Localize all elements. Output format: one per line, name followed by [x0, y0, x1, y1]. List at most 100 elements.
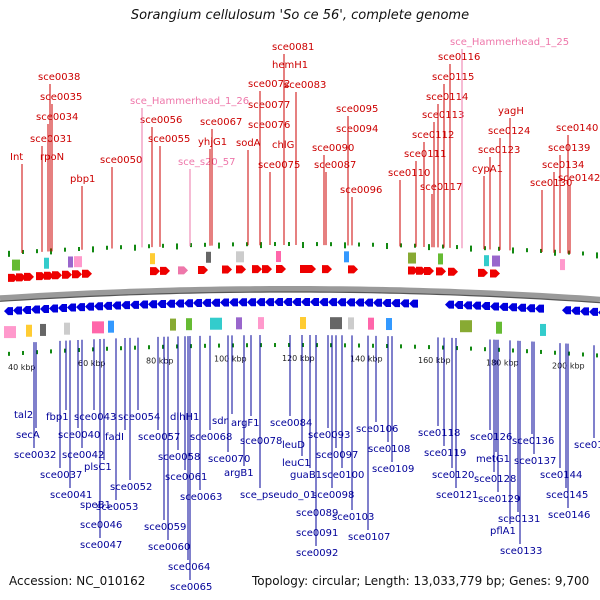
bottom-gene-label: sce0128 — [474, 474, 516, 485]
tick-mark — [92, 347, 94, 352]
tick-mark — [64, 348, 66, 353]
tick-mark — [596, 353, 598, 358]
forward-gene-arrow — [222, 265, 232, 274]
reverse-gene-arrow — [184, 299, 193, 308]
reverse-gene-arrow — [166, 299, 175, 308]
top-gene-label: yagH — [498, 106, 524, 117]
bottom-gene-label: plsC1 — [84, 462, 112, 473]
bottom-gene-label: sce0109 — [372, 464, 414, 475]
top-gene-label: sce0115 — [432, 72, 474, 83]
tick-mark — [344, 343, 346, 348]
top-gene-label: pbp1 — [70, 174, 95, 185]
bottom-gene-label: sce0118 — [418, 428, 460, 439]
reverse-gene-arrow — [40, 304, 49, 313]
top-gene-label: sce0067 — [200, 117, 242, 128]
top-gene-label: sce0142 — [558, 173, 600, 184]
reverse-gene-arrow — [229, 298, 238, 307]
tick-mark — [470, 346, 472, 351]
top-gene-label: sce0076 — [248, 120, 290, 131]
feature-block — [560, 259, 565, 271]
tick-mark — [484, 347, 486, 352]
reverse-gene-arrow — [211, 298, 220, 307]
bottom-gene-label: sce0041 — [50, 490, 92, 501]
bottom-gene-label: sce0146 — [548, 510, 590, 521]
tick-mark — [288, 242, 290, 247]
tick-mark — [106, 245, 108, 250]
bottom-gene-label: argF1 — [231, 418, 260, 429]
tick-mark — [428, 345, 430, 350]
reverse-gene-arrow — [94, 302, 103, 311]
forward-gene-arrow — [44, 271, 54, 280]
bottom-gene-label: sce0137 — [514, 456, 556, 467]
tick-mark — [22, 249, 24, 254]
top-gene-label: sce0139 — [548, 143, 590, 154]
bottom-gene-label: sce0126 — [470, 432, 512, 443]
scale-label: 160 kbp — [418, 356, 451, 365]
bottom-gene-label: sce0060 — [148, 542, 190, 553]
tick-mark — [554, 249, 556, 256]
top-gene-label: sce0034 — [36, 112, 78, 123]
tick-mark — [232, 343, 234, 348]
tick-mark — [512, 348, 514, 353]
top-gene-label: sodA — [236, 138, 261, 149]
forward-gene-arrow — [478, 268, 488, 277]
bottom-gene-label: sce0040 — [58, 430, 100, 441]
feature-block — [170, 318, 176, 331]
reverse-gene-arrow — [481, 302, 490, 311]
scale-label: 140 kbp — [350, 354, 383, 363]
tick-mark — [442, 345, 444, 350]
tick-mark — [78, 246, 80, 251]
reverse-gene-arrow — [67, 303, 76, 312]
feature-block — [26, 324, 32, 337]
reverse-gene-arrow — [148, 300, 157, 309]
forward-gene-arrow — [424, 266, 434, 275]
tick-mark — [540, 349, 542, 354]
bottom-gene-label: sce0058 — [158, 452, 200, 463]
tick-mark — [442, 244, 444, 249]
feature-block — [236, 251, 244, 263]
forward-gene-arrow — [52, 271, 62, 280]
feature-block — [344, 251, 349, 263]
reverse-gene-arrow — [391, 299, 400, 308]
forward-gene-arrow — [160, 266, 170, 275]
top-gene-label: sce0130 — [530, 178, 572, 189]
tick-mark — [204, 343, 206, 348]
reverse-gene-arrow — [562, 306, 571, 315]
tick-mark — [288, 343, 290, 348]
tick-mark — [582, 352, 584, 357]
reverse-gene-arrow — [247, 298, 256, 307]
tick-mark — [316, 343, 318, 348]
top-gene-label: sce_Hammerhead_1_26 — [130, 96, 249, 107]
bottom-gene-label: sce0120 — [432, 470, 474, 481]
tick-mark — [50, 248, 52, 255]
reverse-gene-arrow — [85, 302, 94, 311]
scale-label: 40 kbp — [8, 363, 36, 372]
tick-mark — [302, 343, 304, 348]
feature-block — [540, 323, 546, 336]
tick-mark — [330, 242, 332, 247]
reverse-gene-arrow — [571, 306, 580, 315]
tick-mark — [120, 346, 122, 351]
tick-mark — [232, 242, 234, 247]
feature-block — [150, 253, 155, 265]
tick-mark — [218, 242, 220, 249]
feature-block — [236, 317, 242, 330]
tick-mark — [78, 347, 80, 352]
tick-mark — [316, 242, 318, 247]
reverse-gene-arrow — [292, 298, 301, 307]
top-gene-label: sce_Hammerhead_1_25 — [450, 37, 569, 48]
reverse-gene-arrow — [535, 304, 544, 313]
reverse-gene-arrow — [463, 301, 472, 310]
tick-mark — [428, 244, 430, 251]
tick-mark — [568, 250, 570, 255]
bottom-gene-label: metG1 — [476, 454, 510, 465]
tick-mark — [260, 242, 262, 249]
bottom-gene-label: sce0093 — [308, 430, 350, 441]
bottom-gene-label: sce0078 — [240, 436, 282, 447]
feature-block — [206, 251, 211, 263]
tick-mark — [190, 243, 192, 248]
feature-block — [368, 317, 374, 330]
bottom-gene-label: sce0063 — [180, 492, 222, 503]
